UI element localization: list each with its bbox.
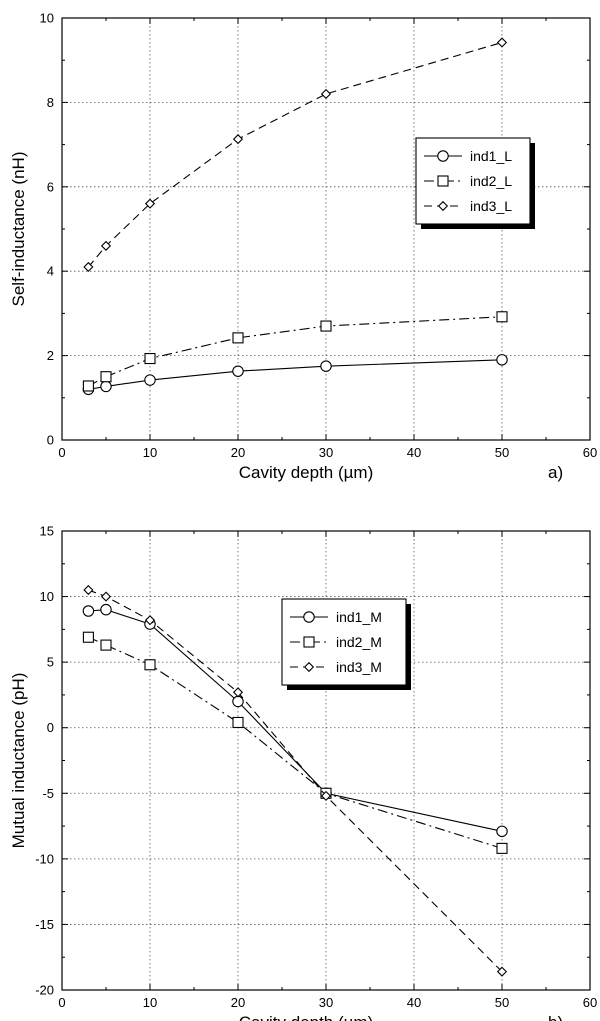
data-point-ind1_L	[320, 360, 332, 372]
legend-marker-ind3_M	[303, 661, 315, 673]
y-tick-label: 15	[40, 524, 54, 539]
data-point-ind3_L	[496, 37, 508, 48]
series-ind2_L	[82, 311, 508, 392]
x-axis-label: Cavity depth (µm)	[239, 1013, 374, 1021]
y-axis-label: Mutual inductance (pH)	[9, 673, 28, 849]
panel-label: b)	[548, 1013, 563, 1021]
data-point-ind1_M	[82, 605, 95, 617]
x-tick-label: 10	[143, 445, 157, 460]
y-tick-label: 10	[40, 11, 54, 26]
data-point-ind3_M	[100, 591, 112, 602]
x-tick-label: 40	[407, 995, 421, 1010]
data-point-ind1_L	[496, 354, 508, 366]
data-point-ind3_M	[144, 615, 156, 626]
data-point-ind2_M	[144, 659, 156, 671]
legend-marker-ind1_M	[303, 611, 315, 623]
data-point-ind3_L	[232, 134, 244, 145]
data-point-ind1_M	[232, 695, 244, 708]
series-ind2_M	[82, 631, 508, 854]
data-point-ind3_L	[320, 88, 332, 100]
y-axis-label: Self-inductance (nH)	[9, 152, 28, 307]
legend-box	[281, 598, 407, 686]
y-tick-label: 0	[47, 720, 54, 735]
y-tick-label: 0	[47, 433, 54, 448]
data-point-ind3_M	[232, 687, 244, 698]
x-tick-label: 30	[319, 995, 333, 1010]
x-tick-label: 50	[495, 995, 509, 1010]
data-point-ind3_L	[83, 261, 94, 273]
x-tick-label: 0	[58, 445, 65, 460]
data-point-ind3_L	[144, 198, 156, 209]
y-tick-label: 6	[47, 179, 54, 194]
data-point-ind3_M	[496, 966, 508, 977]
y-tick-label: -20	[35, 983, 54, 998]
data-point-ind3_L	[100, 240, 112, 251]
data-point-ind2_M	[496, 842, 508, 854]
data-point-ind1_M	[496, 825, 508, 838]
series-line-ind3_L	[87, 41, 503, 268]
chart2: 0 10 20 30 40 50 60 -20 -15 -10 -5 0 5 10 15 Cavity dep…	[9, 524, 597, 1021]
y-tick-label: 2	[47, 348, 54, 363]
legend-label-ind1_L: ind1_L	[470, 148, 512, 164]
legend-label-ind1_M: ind1_M	[336, 609, 382, 625]
legend-label-ind2_L: ind2_L	[470, 173, 512, 189]
chart1: 0 10 20 30 40 50 60 0 2 4 6 8 10 Cavity depth (µm) Sel…	[9, 11, 597, 483]
series-ind3_M	[83, 584, 508, 977]
x-tick-label: 20	[231, 995, 245, 1010]
legend-marker-ind1_L	[437, 150, 449, 162]
y-tick-label: -10	[35, 851, 54, 866]
legend-marker-ind3_L	[437, 200, 449, 212]
y-tick-label: 10	[40, 589, 54, 604]
series-ind1_L	[82, 354, 508, 396]
y-tick-label: 4	[47, 264, 54, 279]
data-point-ind2_M	[82, 631, 94, 643]
data-point-ind3_M	[320, 790, 332, 801]
data-point-ind2_L	[320, 320, 332, 332]
data-point-ind1_L	[144, 374, 156, 386]
x-tick-label: 60	[583, 995, 597, 1010]
x-tick-label: 30	[319, 445, 333, 460]
legend-label-ind3_L: ind3_L	[470, 198, 512, 214]
data-point-ind2_M	[232, 716, 244, 729]
x-tick-label: 50	[495, 445, 509, 460]
y-tick-label: 5	[47, 655, 54, 670]
x-axis-label: Cavity depth (µm)	[239, 463, 374, 482]
x-tick-label: 10	[143, 995, 157, 1010]
chart2-legend: ind1_M ind2_M ind3_M	[281, 598, 411, 690]
data-point-ind1_L	[100, 380, 112, 393]
legend-marker-ind2_L	[437, 175, 449, 187]
panel-label: a)	[548, 463, 563, 482]
legend-label-ind3_M: ind3_M	[336, 659, 382, 675]
x-tick-label: 0	[58, 995, 65, 1010]
y-tick-label: -15	[35, 917, 54, 932]
legend-box	[415, 137, 531, 225]
x-tick-label: 60	[583, 445, 597, 460]
data-point-ind2_L	[232, 332, 244, 344]
data-point-ind2_L	[496, 311, 508, 323]
data-point-ind3_M	[83, 584, 94, 596]
y-tick-label: 8	[47, 95, 54, 110]
x-tick-label: 20	[231, 445, 245, 460]
legend-marker-ind2_M	[303, 636, 315, 648]
chart1-legend: ind1_L ind2_L ind3_L	[415, 137, 535, 229]
data-point-ind2_L	[82, 380, 94, 392]
series-line-ind2_M	[88, 636, 503, 849]
legend-label-ind2_M: ind2_M	[336, 634, 382, 650]
data-point-ind2_L	[100, 371, 112, 383]
data-point-ind1_L	[232, 365, 244, 377]
data-point-ind1_M	[100, 603, 112, 616]
data-point-ind2_L	[144, 353, 156, 365]
x-tick-label: 40	[407, 445, 421, 460]
y-tick-label: -5	[42, 786, 54, 801]
series-ind3_L	[83, 37, 508, 273]
data-point-ind2_M	[100, 639, 112, 651]
